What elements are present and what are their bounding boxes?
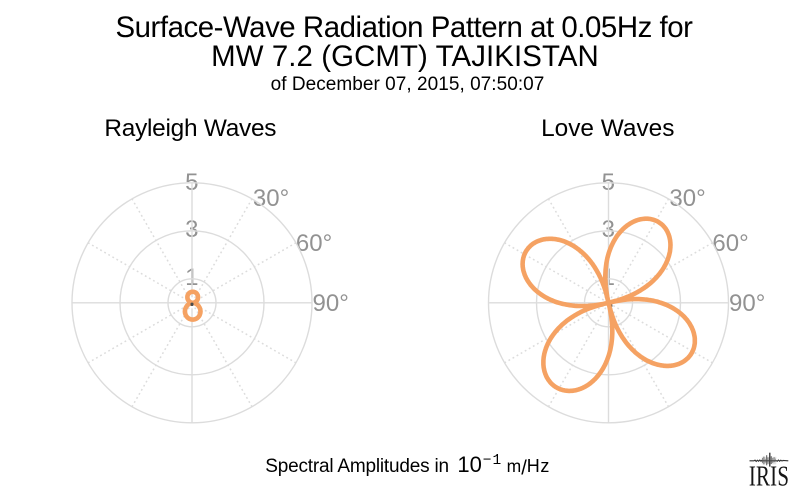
- svg-text:IRIS: IRIS: [749, 460, 789, 492]
